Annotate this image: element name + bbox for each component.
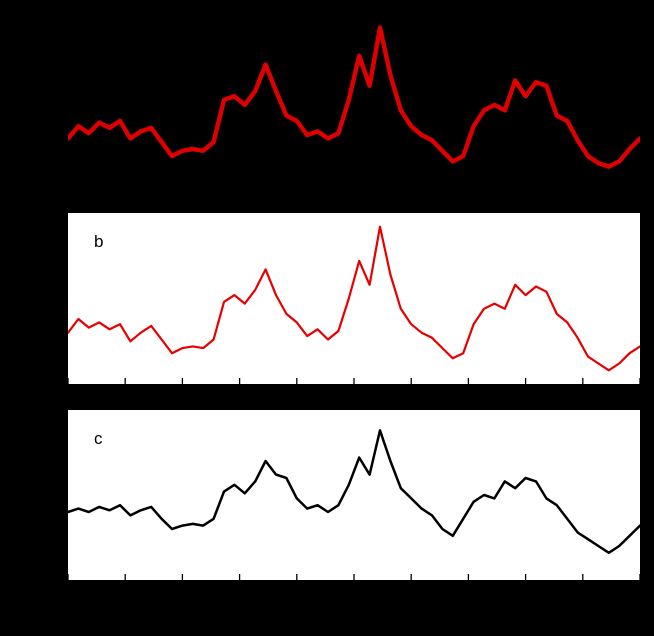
panel-b-series-line <box>68 225 640 372</box>
panel-c-label: c <box>94 429 103 448</box>
panel-c: c <box>68 410 640 580</box>
panel-b-label: b <box>94 232 104 251</box>
panel-a <box>68 10 640 186</box>
panel-a-chart <box>68 25 640 169</box>
panel-a-series-line <box>68 25 640 169</box>
panel-c-chart <box>68 429 640 580</box>
panel-c-series-line <box>68 429 640 555</box>
panel-b-chart <box>68 225 640 384</box>
panel-b: b <box>68 213 640 384</box>
